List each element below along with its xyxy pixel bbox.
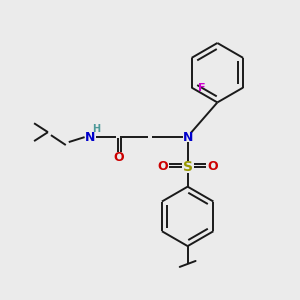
Text: H: H [92, 124, 101, 134]
Text: N: N [182, 130, 193, 144]
Text: N: N [85, 130, 96, 144]
Text: O: O [207, 160, 218, 173]
Text: S: S [183, 160, 193, 174]
Text: O: O [113, 152, 124, 164]
Text: O: O [158, 160, 168, 173]
Text: F: F [198, 82, 205, 93]
